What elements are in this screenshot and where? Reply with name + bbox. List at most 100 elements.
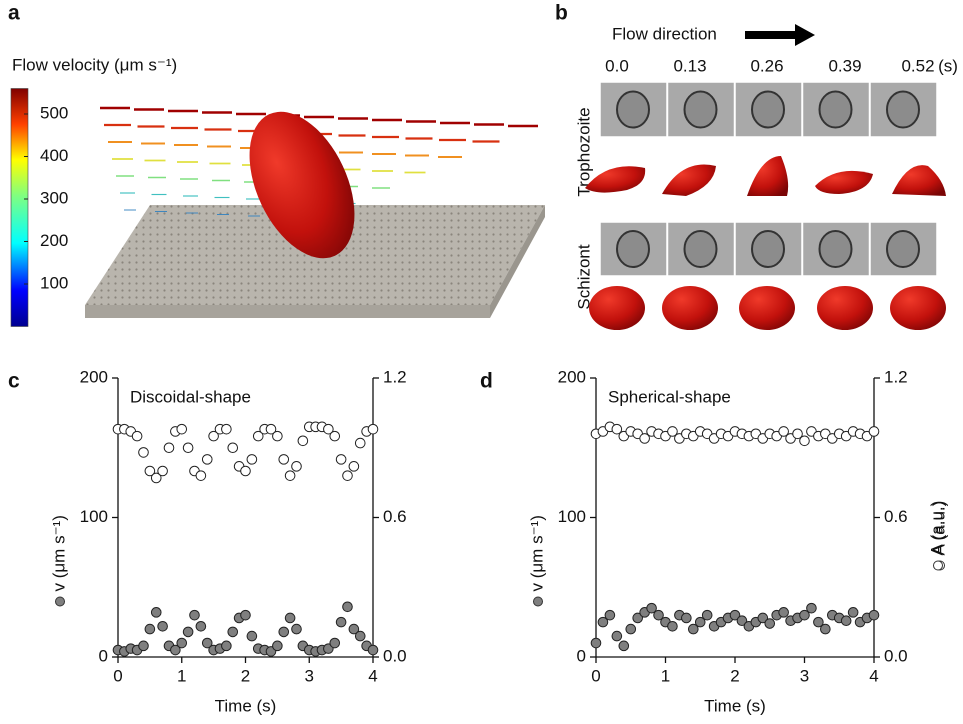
data-point bbox=[355, 631, 365, 641]
flow-label: Flow direction bbox=[612, 24, 717, 43]
data-point bbox=[132, 431, 142, 441]
data-point bbox=[298, 436, 308, 446]
data-point bbox=[247, 455, 257, 465]
data-point bbox=[196, 622, 206, 632]
x-tick-label: 0 bbox=[113, 666, 122, 685]
row-label: Schizont bbox=[574, 244, 593, 309]
data-point bbox=[292, 462, 302, 472]
data-point bbox=[241, 610, 251, 620]
y2-axis-label-group: A (a.u.) bbox=[927, 501, 946, 570]
panel-label: b bbox=[555, 2, 568, 25]
cell bbox=[617, 231, 649, 267]
data-point bbox=[848, 608, 858, 618]
y2-tick-label: 1.2 bbox=[884, 367, 908, 386]
cell-model bbox=[817, 286, 873, 330]
data-point bbox=[779, 608, 789, 618]
data-point bbox=[626, 624, 636, 634]
cell-model bbox=[747, 156, 788, 196]
colorbar-tick-label: 300 bbox=[40, 188, 68, 207]
cell bbox=[887, 231, 919, 267]
x-tick-label: 1 bbox=[177, 666, 186, 685]
y2-axis-symbol bbox=[934, 561, 943, 570]
substrate-edge bbox=[85, 305, 490, 318]
y-tick-label: 200 bbox=[80, 367, 108, 386]
colorbar: 100 200 300 400 500 bbox=[11, 89, 68, 327]
data-point bbox=[273, 641, 283, 651]
panel-label: c bbox=[8, 370, 20, 393]
y2-tick-label: 0.6 bbox=[884, 507, 908, 526]
x-axis-label: Time (s) bbox=[704, 696, 766, 715]
time-label: 0.52 bbox=[901, 56, 934, 75]
x-tick-label: 3 bbox=[305, 666, 314, 685]
y-axis-label: v (μm s⁻¹) bbox=[49, 515, 68, 591]
data-point bbox=[285, 471, 295, 481]
x-tick-label: 4 bbox=[368, 666, 377, 685]
data-point bbox=[841, 616, 851, 626]
data-point bbox=[145, 624, 155, 634]
annotation: Spherical-shape bbox=[608, 387, 731, 406]
data-point bbox=[177, 638, 187, 648]
panel-label: d bbox=[480, 370, 493, 393]
data-point bbox=[336, 455, 346, 465]
data-point bbox=[869, 610, 879, 620]
y-tick-label: 100 bbox=[80, 507, 108, 526]
data-point bbox=[222, 424, 232, 434]
data-point bbox=[336, 617, 346, 627]
cell bbox=[617, 92, 649, 128]
data-point bbox=[612, 631, 622, 641]
data-point bbox=[151, 608, 161, 618]
data-point bbox=[222, 641, 232, 651]
y-tick-label: 0 bbox=[99, 646, 108, 665]
data-point bbox=[183, 627, 193, 637]
data-point bbox=[807, 603, 817, 613]
cell-model bbox=[892, 165, 946, 196]
time-label: 0.26 bbox=[750, 56, 783, 75]
y-tick-label: 200 bbox=[558, 367, 586, 386]
colorbar-gradient bbox=[11, 89, 28, 327]
data-point bbox=[368, 645, 378, 655]
data-point bbox=[183, 443, 193, 453]
data-point bbox=[247, 631, 257, 641]
y2-tick-label: 0.0 bbox=[383, 646, 407, 665]
y-axis-symbol bbox=[56, 597, 65, 606]
cell-model bbox=[585, 166, 645, 192]
cell-model bbox=[739, 286, 795, 330]
data-point bbox=[292, 624, 302, 634]
data-point bbox=[164, 443, 174, 453]
data-point bbox=[330, 638, 340, 648]
y-axis-label-group: v (μm s⁻¹) bbox=[527, 515, 546, 606]
cell-model bbox=[815, 171, 873, 194]
y-axis-symbol bbox=[534, 597, 543, 606]
time-label: 0.39 bbox=[828, 56, 861, 75]
data-point bbox=[158, 622, 168, 632]
x-tick-label: 4 bbox=[869, 666, 878, 685]
cell bbox=[752, 92, 784, 128]
data-point bbox=[605, 610, 615, 620]
data-point bbox=[800, 436, 810, 446]
cell-model bbox=[662, 286, 718, 330]
y2-tick-label: 0.0 bbox=[884, 646, 908, 665]
figure: a b c d Flow velocity (μm s⁻¹) 100200300… bbox=[0, 0, 963, 724]
x-tick-label: 1 bbox=[661, 666, 670, 685]
data-point bbox=[869, 427, 879, 437]
colorbar-tick-label: 500 bbox=[40, 103, 68, 122]
data-point bbox=[821, 624, 831, 634]
y-axis-label: v (μm s⁻¹) bbox=[527, 515, 546, 591]
data-point bbox=[343, 602, 353, 612]
cell bbox=[887, 92, 919, 128]
data-point bbox=[765, 619, 775, 629]
data-point bbox=[355, 438, 365, 448]
colorbar-tick-label: 400 bbox=[40, 146, 68, 165]
cell bbox=[752, 231, 784, 267]
y2-tick-label: 0.6 bbox=[383, 507, 407, 526]
data-point bbox=[273, 431, 283, 441]
colorbar-tick-label: 200 bbox=[40, 231, 68, 250]
colorbar-tick-label: 100 bbox=[40, 273, 68, 292]
data-point bbox=[228, 443, 238, 453]
data-point bbox=[241, 466, 251, 476]
data-point bbox=[139, 641, 149, 651]
y-axis-label-group: v (μm s⁻¹) bbox=[49, 515, 68, 606]
flow-arrow bbox=[745, 24, 815, 46]
